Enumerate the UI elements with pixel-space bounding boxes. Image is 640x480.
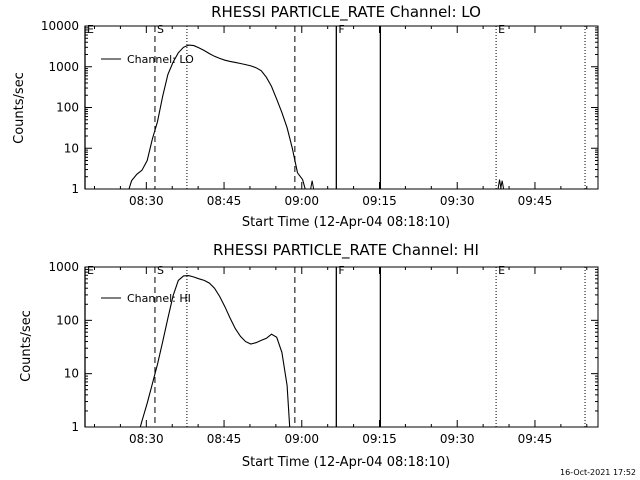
legend-label: Channel: LO xyxy=(127,53,194,66)
data-line xyxy=(128,44,306,190)
event-marker-label: F xyxy=(338,264,344,277)
y-tick-label: 100 xyxy=(56,101,79,115)
x-tick-label: 09:30 xyxy=(440,432,475,446)
legend-label: Channel: HI xyxy=(127,292,191,305)
y-axis-label: Counts/sec xyxy=(19,310,34,382)
lo-channel-panel: RHESSI PARTICLE_RATE Channel: LO Start T… xyxy=(12,3,599,230)
data-line xyxy=(139,275,291,428)
event-marker-label: S xyxy=(157,23,164,36)
plot-area: 1 10 100 1000 08:30 08:45 09:00 09:15 09:30 09:45… xyxy=(48,260,599,446)
timestamp-stamp: 16-Oct-2021 17:52 xyxy=(560,468,636,477)
y-tick-label: 10 xyxy=(64,141,79,155)
y-tick-label: 1 xyxy=(71,182,79,196)
x-tick-label: 09:45 xyxy=(518,194,553,208)
x-tick-label: 09:15 xyxy=(362,194,397,208)
plot-area: 1 10 100 1000 10000 08:30 08:45 09:00 09:15 09:30… xyxy=(41,19,599,208)
event-marker-label: E xyxy=(498,23,505,36)
plot-frame xyxy=(84,25,599,190)
y-tick-label: 10 xyxy=(64,367,79,381)
hi-channel-panel: RHESSI PARTICLE_RATE Channel: HI Start T… xyxy=(19,241,599,470)
y-axis-label: Counts/sec xyxy=(12,72,27,144)
x-tick-label: 09:30 xyxy=(440,194,475,208)
x-tick-label: 09:00 xyxy=(284,194,319,208)
event-marker-label: F xyxy=(338,23,344,36)
data-spike xyxy=(497,179,502,190)
data-spike xyxy=(500,180,505,190)
event-marker-label: S xyxy=(157,264,164,277)
y-tick-label: 100 xyxy=(56,313,79,327)
chart-title: RHESSI PARTICLE_RATE Channel: HI xyxy=(213,241,479,260)
event-marker-label: E xyxy=(87,23,94,36)
x-tick-label: 08:45 xyxy=(207,194,242,208)
x-tick-label: 08:45 xyxy=(207,432,242,446)
event-marker-label: E xyxy=(498,264,505,277)
data-spike xyxy=(310,180,315,190)
y-tick-label: 1000 xyxy=(48,260,79,274)
x-tick-label: 08:30 xyxy=(129,194,164,208)
y-tick-label: 10000 xyxy=(41,19,79,33)
x-tick-label: 08:30 xyxy=(129,432,164,446)
y-tick-label: 1000 xyxy=(48,60,79,74)
x-tick-label: 09:00 xyxy=(284,432,319,446)
chart-title: RHESSI PARTICLE_RATE Channel: LO xyxy=(211,3,481,22)
x-tick-label: 09:15 xyxy=(362,432,397,446)
x-tick-label: 09:45 xyxy=(518,432,553,446)
x-axis-label: Start Time (12-Apr-04 08:18:10) xyxy=(242,215,450,230)
y-tick-label: 1 xyxy=(71,420,79,434)
x-axis-label: Start Time (12-Apr-04 08:18:10) xyxy=(242,455,450,470)
event-marker-label: E xyxy=(87,264,94,277)
